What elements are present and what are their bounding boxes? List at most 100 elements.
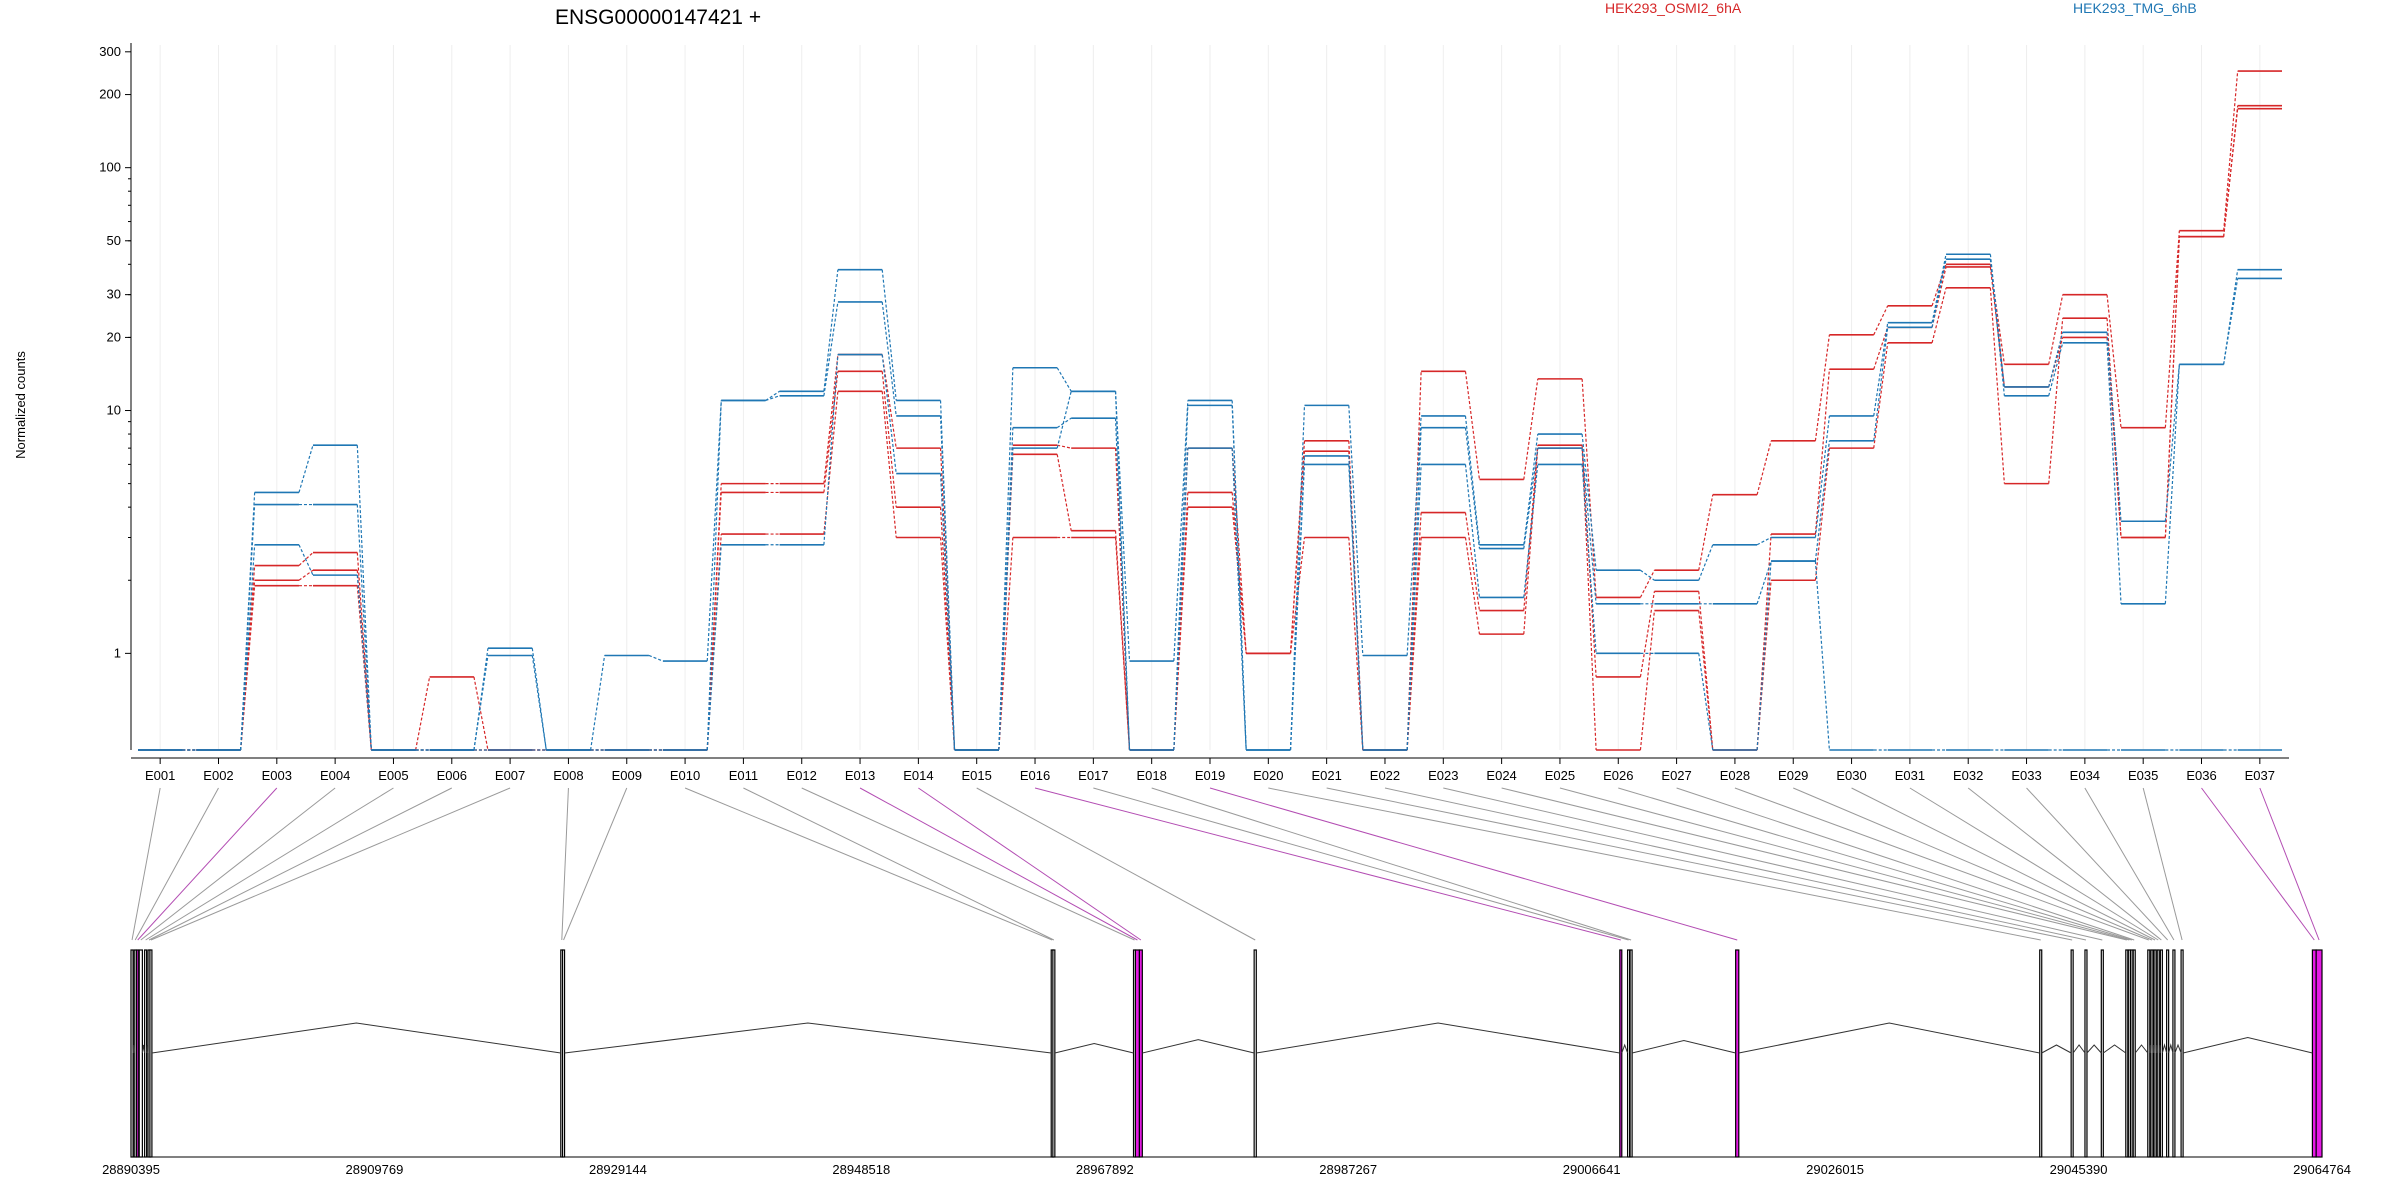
exon-link: [2142, 787, 2183, 941]
intron-line: [1054, 1043, 1134, 1054]
intron-line: [2041, 1044, 2072, 1054]
x-tick-label: E020: [1253, 768, 1283, 783]
exon-link: [1734, 787, 2149, 941]
series-connector: [823, 269, 839, 392]
intron-line: [2168, 1043, 2174, 1054]
exon-link: [561, 787, 569, 941]
series-connector: [1406, 464, 1422, 751]
series-connector: [1464, 537, 1481, 635]
x-tick-label: E002: [203, 768, 233, 783]
exon-box: [2070, 949, 2074, 1158]
exon-link: [1967, 787, 2162, 941]
intron-line: [2103, 1044, 2127, 1054]
genome-tick-label: 28890395: [102, 1162, 160, 1177]
series-layer: [137, 70, 2283, 751]
series-connector: [298, 444, 314, 493]
y-axis-label: Normalized counts: [13, 351, 28, 459]
series-connector: [2048, 294, 2064, 365]
exon-link: [150, 787, 511, 941]
intron-line: [146, 1044, 149, 1054]
exon-link: [2084, 787, 2175, 941]
series-connector: [2164, 230, 2180, 428]
series-connector: [1814, 440, 1831, 562]
exon-box: [2315, 949, 2323, 1158]
series-connector: [590, 655, 606, 751]
exon-link: [1851, 787, 2156, 941]
genome-tick-label: 29006641: [1563, 1162, 1621, 1177]
intron-line: [1256, 1022, 1620, 1054]
exon-box: [2100, 949, 2104, 1158]
series-connector: [1698, 544, 1714, 581]
exon-box: [2156, 949, 2160, 1158]
gene-title: ENSG00000147421 +: [555, 6, 761, 29]
series-connector: [823, 354, 839, 484]
series-connector: [356, 575, 372, 751]
series-connector: [1581, 433, 1597, 571]
intron-line: [564, 1022, 1052, 1054]
x-tick-label: E015: [962, 768, 992, 783]
series-connector: [473, 676, 489, 751]
series-connector: [1056, 391, 1072, 449]
x-tick-label: E024: [1486, 768, 1516, 783]
exon-box: [2127, 949, 2131, 1158]
intron-line: [2152, 1044, 2155, 1054]
exon-link: [1093, 787, 1629, 941]
y-tick-label: 10: [107, 403, 121, 418]
series-connector: [1523, 445, 1539, 611]
series-connector: [1231, 448, 1247, 751]
series-connector: [1523, 464, 1539, 598]
series-line: [137, 353, 2283, 751]
series-connector: [356, 552, 372, 751]
x-tick-label: E034: [2070, 768, 2100, 783]
series-connector: [1056, 417, 1072, 429]
series-connector: [765, 390, 780, 401]
series-connector: [1698, 653, 1714, 751]
series-connector: [1639, 610, 1656, 751]
genome-tick-label: 28948518: [832, 1162, 890, 1177]
exon-link: [140, 787, 336, 941]
x-tick-label: E033: [2011, 768, 2041, 783]
x-tick-label: E032: [1953, 768, 1983, 783]
x-tick-label: E006: [437, 768, 467, 783]
exon-box: [2132, 949, 2136, 1158]
intron-line: [2072, 1044, 2086, 1054]
series-connector: [706, 400, 722, 751]
exon-box: [2147, 949, 2151, 1158]
series-connector: [1348, 405, 1364, 656]
exon-link: [743, 787, 1055, 941]
series-connector: [1523, 378, 1539, 480]
series-connector: [1464, 464, 1481, 598]
y-tick-label: 200: [99, 87, 121, 102]
series-connector: [2223, 278, 2239, 365]
series-connector: [1581, 448, 1597, 751]
genome-tick-label: 28967892: [1076, 1162, 1134, 1177]
exon-box: [1629, 949, 1633, 1158]
series-connector: [1464, 371, 1481, 480]
series-connector: [2048, 342, 2064, 396]
series-connector: [1289, 451, 1306, 654]
series-connector: [823, 391, 839, 535]
x-tick-label: E022: [1370, 768, 1400, 783]
y-tick-label: 1: [114, 645, 121, 660]
intron-line: [1142, 1039, 1255, 1054]
series-connector: [1056, 367, 1072, 392]
exon-box: [2172, 949, 2176, 1158]
series-connector: [2106, 332, 2122, 522]
x-tick-label: E021: [1311, 768, 1341, 783]
exon-box: [2159, 949, 2163, 1158]
series-connector: [1289, 464, 1306, 751]
series-connector: [939, 473, 956, 751]
exon-box: [1052, 949, 1056, 1158]
series-connector: [1698, 610, 1714, 751]
series-connector: [1581, 378, 1597, 598]
series-connector: [1698, 494, 1714, 571]
series-connector: [1931, 287, 1947, 343]
series-connector: [1231, 448, 1247, 654]
series-connector: [1523, 448, 1539, 635]
series-connector: [1639, 569, 1655, 598]
series-connector: [1931, 264, 1947, 306]
exon-link: [1501, 787, 2127, 941]
x-tick-label: E035: [2128, 768, 2158, 783]
series-connector: [2048, 318, 2064, 484]
